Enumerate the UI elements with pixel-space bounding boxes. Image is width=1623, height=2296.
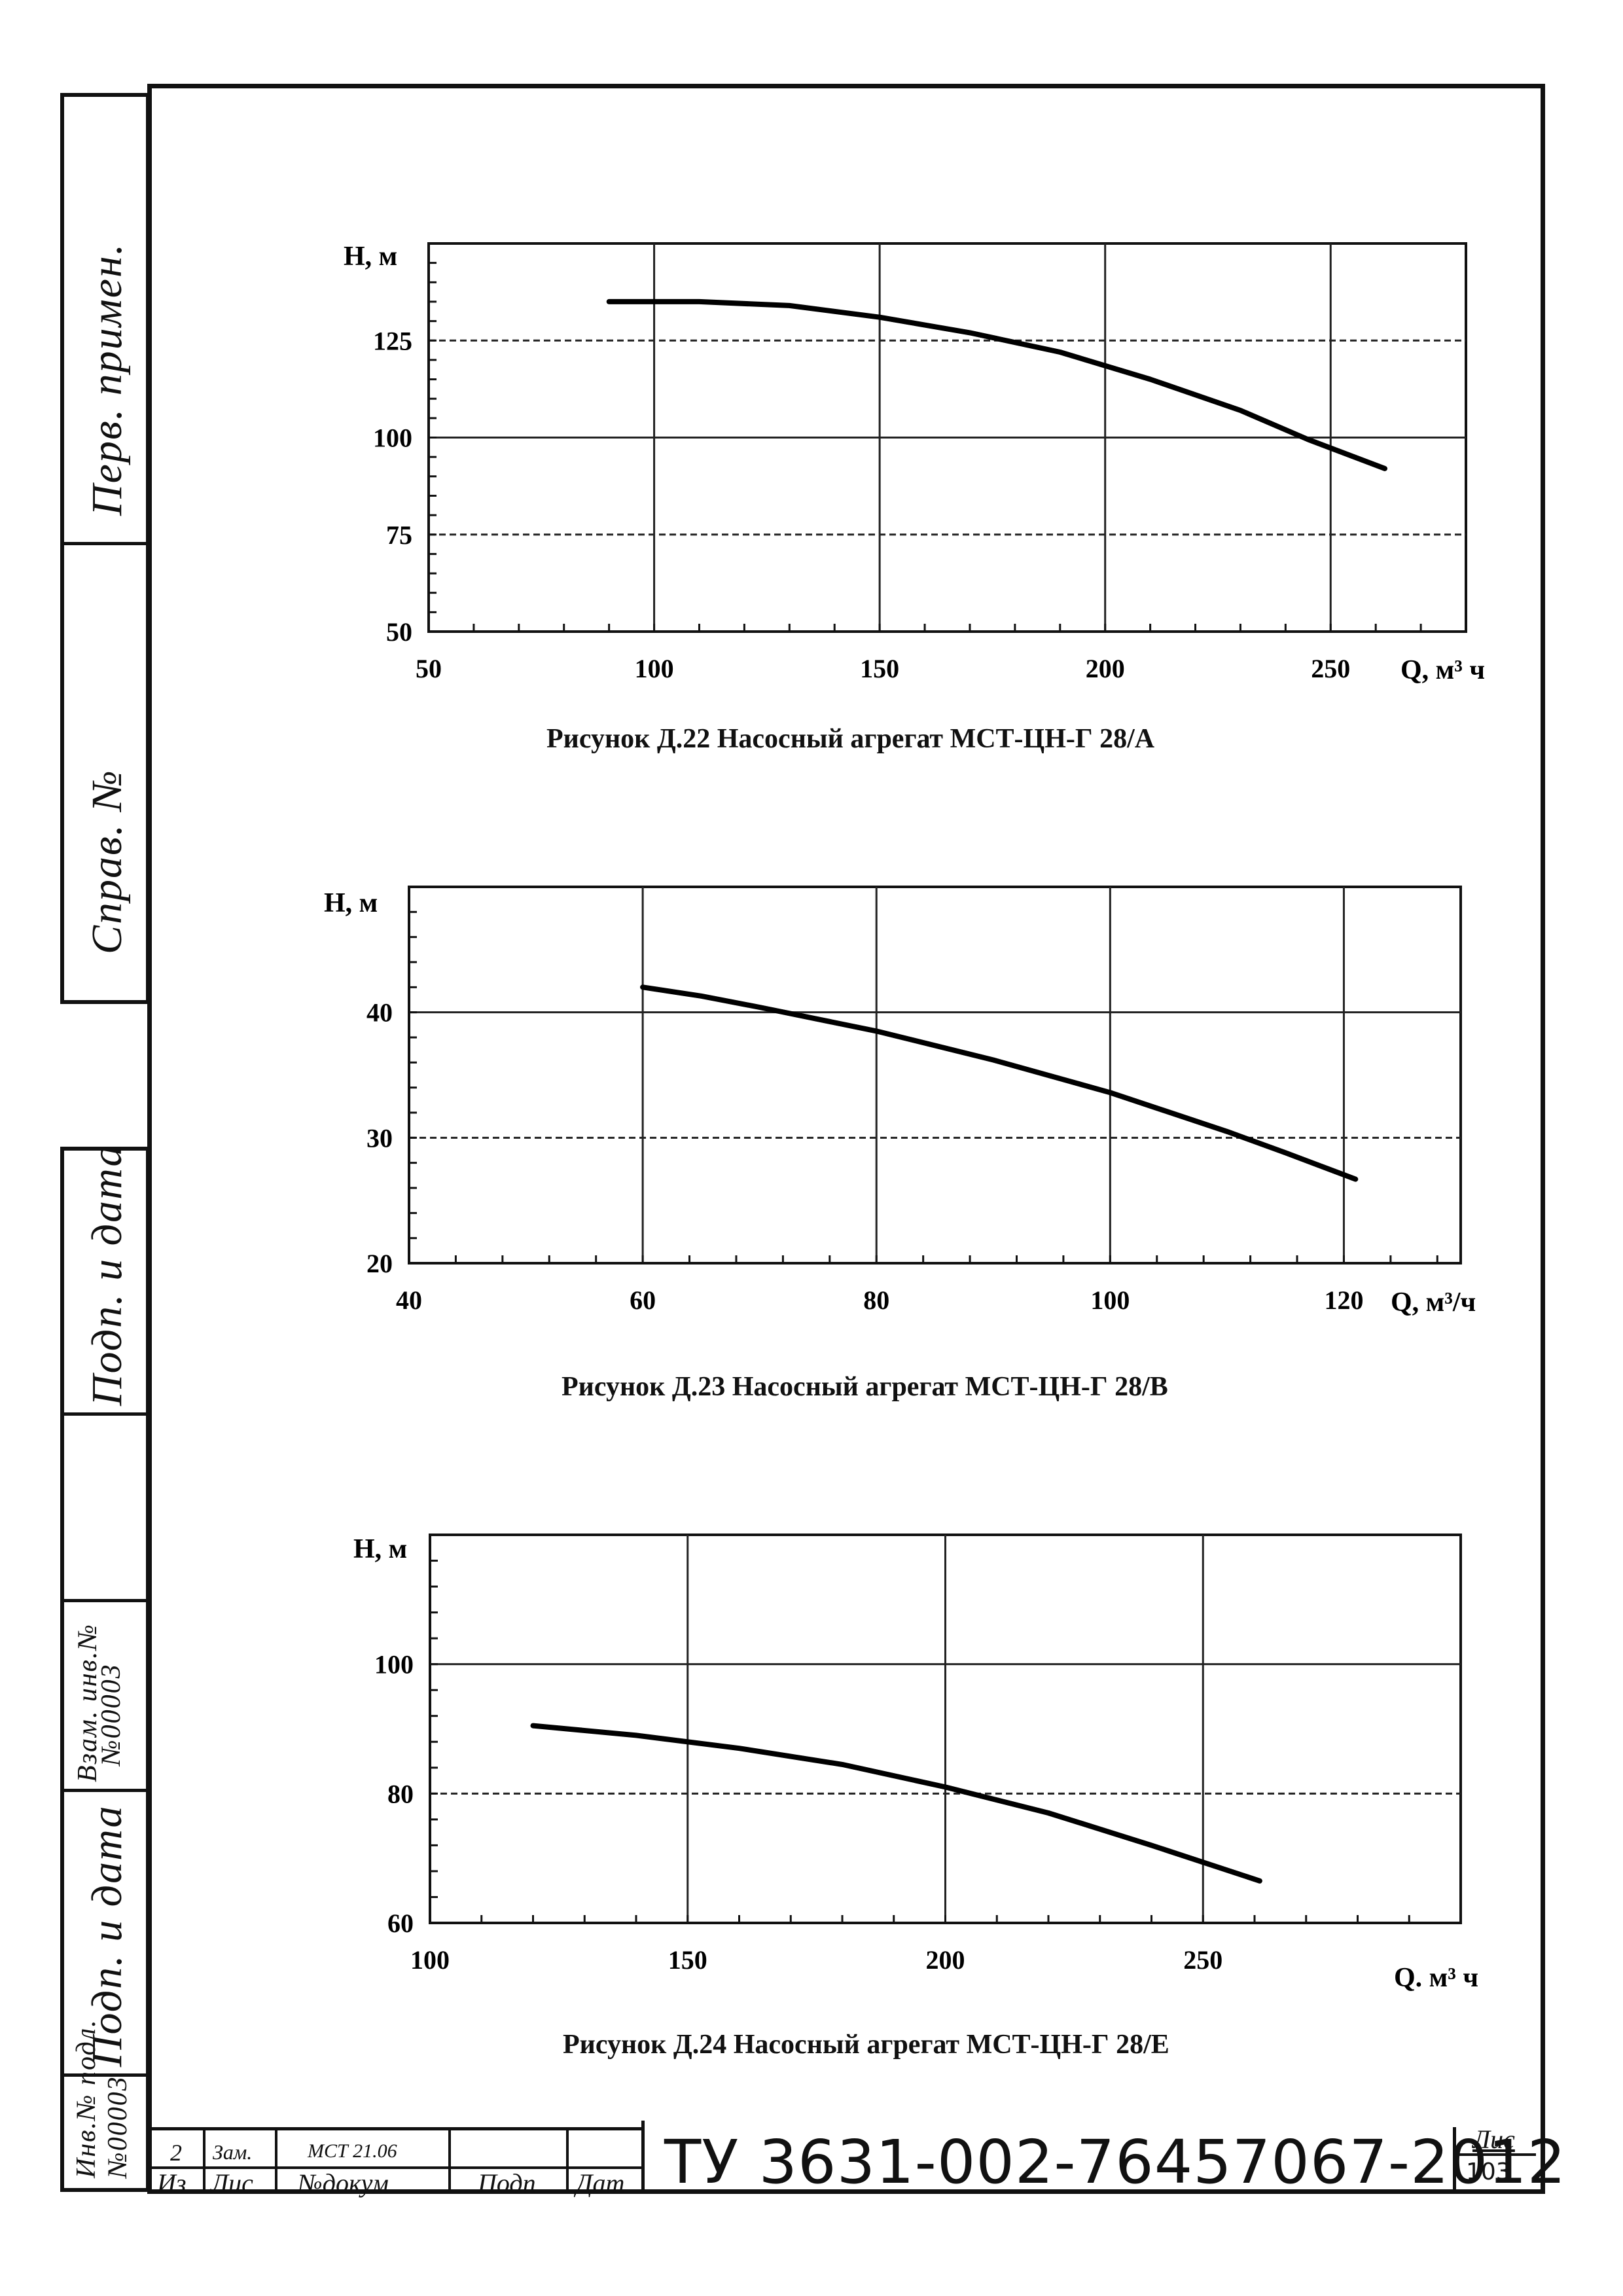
document-code: ТУ 3631-002-76457067-2012 xyxy=(664,2127,1567,2197)
stamp-vline-1 xyxy=(203,2127,205,2189)
stamp-row-line xyxy=(151,2166,641,2169)
stamp-vline-5 xyxy=(641,2121,645,2189)
stamp-vline-2 xyxy=(275,2127,277,2189)
podp-data-label-1: Подп. и дата xyxy=(83,1143,131,1406)
side-strip-lower: Подп. и дата Взам. инв.№ №00003 Подп. и … xyxy=(60,1143,150,2192)
side-cell-inv-podl: Инв.№ подл. №00003 xyxy=(64,2018,146,2181)
stamp-header-izm: Из xyxy=(157,2168,187,2198)
vzam-inv-value: №00003 xyxy=(96,1663,126,1766)
side-strip-upper: Перв. примен. Справ. № xyxy=(60,93,150,1004)
stamp-row1-list: Зам. xyxy=(213,2140,253,2164)
sprav-no-label: Справ. № xyxy=(83,769,131,954)
stamp-header-list: Лис xyxy=(211,2168,253,2198)
stamp-header-doc: №докум xyxy=(298,2168,389,2198)
stamp-row1-doc: МСТ 21.06 xyxy=(308,2140,397,2162)
stamp-header-data: Дат xyxy=(576,2168,625,2198)
stamp-sheet-vline xyxy=(1453,2127,1456,2189)
stamp-vline-3 xyxy=(448,2127,451,2189)
perv-primen-label: Перв. примен. xyxy=(83,242,131,516)
stamp-top-line xyxy=(151,2127,641,2130)
side-cell-blank xyxy=(64,1416,146,1602)
stamp-vline-4 xyxy=(566,2127,569,2189)
inv-podl-label: Инв.№ подл. xyxy=(71,2018,101,2178)
chart2-caption: Рисунок Д.23 Насосный агрегат МСТ-ЦН-Г 2… xyxy=(562,1372,1168,1402)
page-frame xyxy=(147,84,1545,2194)
side-cell-podp-data-1: Подп. и дата xyxy=(64,1143,146,1416)
side-cell-podp-data-2: Подп. и дата xyxy=(64,1792,146,2077)
side-cell-vzam-inv: Взам. инв.№ №00003 xyxy=(64,1602,146,1792)
stamp-sheet-hline xyxy=(1453,2153,1536,2156)
stamp-row1-izm: 2 xyxy=(170,2140,182,2166)
inv-podl-value: №00003 xyxy=(103,2075,133,2178)
stamp-header-podp: Подп xyxy=(478,2168,536,2198)
side-cell-sprav: Справ. № xyxy=(64,548,146,994)
stamp-sheet-label: Лис xyxy=(1472,2125,1515,2154)
side-cell-perv-primen: Перв. примен. xyxy=(64,97,146,545)
title-block: 2 Зам. МСТ 21.06 Из Лис №докум Подп Дат … xyxy=(151,2121,1536,2198)
stamp-sheet-number: 103 xyxy=(1466,2159,1511,2185)
chart3-caption: Рисунок Д.24 Насосный агрегат МСТ-ЦН-Г 2… xyxy=(563,2030,1169,2060)
chart1-caption: Рисунок Д.22 Насосный агрегат МСТ-ЦН-Г 2… xyxy=(546,724,1155,754)
